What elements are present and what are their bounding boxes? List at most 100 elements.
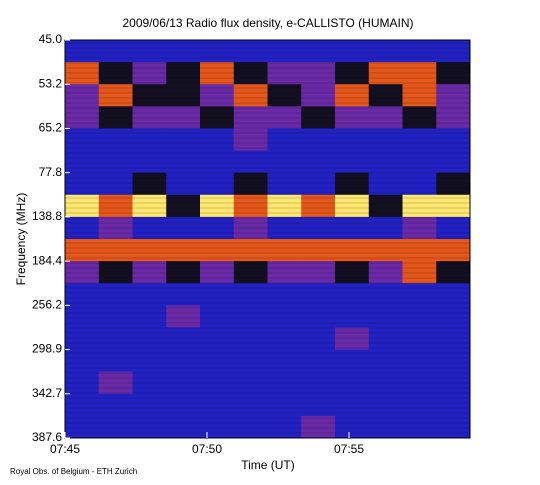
- heat-cell: [267, 150, 302, 174]
- heat-cell: [335, 305, 370, 328]
- heat-cell: [402, 172, 437, 196]
- heat-cell: [436, 393, 471, 417]
- heat-cell: [402, 327, 437, 351]
- heat-cell: [65, 415, 100, 439]
- heat-cell: [402, 62, 437, 85]
- heat-cell: [65, 172, 100, 196]
- heat-cell: [368, 283, 403, 306]
- heat-cell: [301, 327, 336, 351]
- heat-cell: [132, 283, 167, 306]
- heat-cell: [267, 261, 302, 284]
- heat-cell: [301, 106, 336, 129]
- heat-cell: [368, 194, 403, 218]
- heat-cell: [200, 371, 235, 395]
- heat-cell: [166, 62, 201, 85]
- heat-cell: [233, 84, 268, 107]
- y-tick-label: 53.2: [39, 76, 63, 90]
- heat-cell: [98, 239, 133, 262]
- heat-cell: [132, 40, 167, 63]
- heat-cell: [233, 150, 268, 174]
- heat-cell: [98, 415, 133, 439]
- heat-cell: [267, 327, 302, 351]
- heat-cell: [166, 40, 201, 63]
- heat-cell: [368, 371, 403, 395]
- heat-cell: [65, 84, 100, 107]
- heat-cell: [267, 84, 302, 107]
- heat-cell: [335, 415, 370, 439]
- heat-cell: [65, 62, 100, 85]
- heat-cell: [98, 84, 133, 107]
- heat-cell: [267, 393, 302, 417]
- heat-cell: [65, 283, 100, 306]
- heat-cell: [436, 371, 471, 395]
- heat-cell: [98, 371, 133, 395]
- heat-cell: [402, 239, 437, 262]
- heat-cell: [200, 62, 235, 85]
- heat-cell: [436, 84, 471, 107]
- heat-cell: [368, 84, 403, 107]
- heat-cell: [166, 393, 201, 417]
- heat-cell: [267, 216, 302, 240]
- x-axis-label: Time (UT): [241, 458, 295, 472]
- heat-cell: [368, 393, 403, 417]
- heat-cell: [335, 106, 370, 129]
- heat-cell: [98, 194, 133, 218]
- heat-cell: [335, 84, 370, 107]
- heat-cell: [132, 216, 167, 240]
- heat-cell: [368, 349, 403, 373]
- heat-cell: [132, 128, 167, 152]
- heat-cell: [301, 128, 336, 152]
- heat-cell: [402, 150, 437, 174]
- heat-cell: [436, 62, 471, 85]
- heat-cell: [402, 106, 437, 129]
- heat-cell: [301, 239, 336, 262]
- heat-cell: [402, 305, 437, 328]
- heat-cell: [233, 239, 268, 262]
- heat-cell: [200, 172, 235, 196]
- y-tick-label: 138.8: [32, 209, 62, 223]
- heat-cell: [65, 349, 100, 373]
- heat-cell: [335, 283, 370, 306]
- heat-cell: [166, 415, 201, 439]
- heat-cell: [436, 194, 471, 218]
- heat-cell: [335, 239, 370, 262]
- heat-cell: [301, 194, 336, 218]
- y-tick-label: 387.6: [32, 430, 62, 444]
- heat-cell: [65, 261, 100, 284]
- heat-cell: [436, 128, 471, 152]
- heat-cell: [402, 261, 437, 284]
- heat-cell: [200, 261, 235, 284]
- heat-cell: [267, 128, 302, 152]
- heat-cell: [200, 327, 235, 351]
- heat-cell: [132, 106, 167, 129]
- heat-cell: [335, 349, 370, 373]
- heat-cell: [368, 150, 403, 174]
- heat-cell: [233, 371, 268, 395]
- heat-cell: [335, 150, 370, 174]
- heat-cell: [132, 194, 167, 218]
- heat-cell: [233, 349, 268, 373]
- y-tick-label: 77.8: [39, 165, 63, 179]
- heat-cell: [233, 216, 268, 240]
- heat-cell: [301, 62, 336, 85]
- heat-cell: [301, 261, 336, 284]
- heat-cell: [368, 62, 403, 85]
- y-tick-label: 184.4: [32, 253, 62, 267]
- heat-cell: [65, 327, 100, 351]
- heat-cell: [233, 415, 268, 439]
- heat-cell: [98, 62, 133, 85]
- heat-cell: [436, 283, 471, 306]
- heat-cell: [267, 371, 302, 395]
- heat-cell: [65, 371, 100, 395]
- heat-cell: [98, 283, 133, 306]
- heat-cell: [436, 415, 471, 439]
- heat-cell: [335, 128, 370, 152]
- heat-cell: [132, 327, 167, 351]
- heat-cell: [436, 261, 471, 284]
- heat-cell: [301, 84, 336, 107]
- heat-cell: [267, 349, 302, 373]
- heat-cell: [233, 261, 268, 284]
- heat-cell: [267, 283, 302, 306]
- heat-cell: [98, 40, 133, 63]
